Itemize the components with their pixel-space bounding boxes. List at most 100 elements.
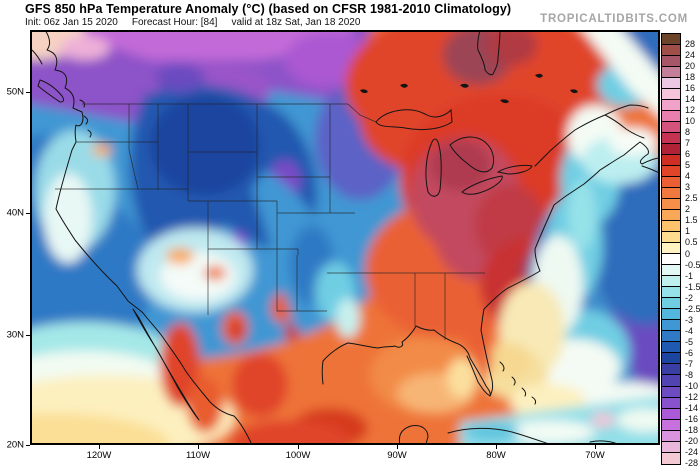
colorbar-segment bbox=[662, 122, 680, 134]
colorbar-tick-label: 18 bbox=[685, 72, 696, 83]
colorbar-segment bbox=[662, 265, 680, 277]
colorbar-tick-label: -1.5 bbox=[685, 281, 700, 292]
colorbar-tick-label: -0.5 bbox=[685, 259, 700, 270]
colorbar-tick-label: -8 bbox=[685, 369, 694, 380]
colorbar-segment bbox=[662, 309, 680, 321]
colorbar-segment bbox=[662, 397, 680, 409]
colorbar-segment bbox=[662, 386, 680, 398]
colorbar-segment bbox=[662, 166, 680, 178]
colorbar-tick-label: 8 bbox=[685, 127, 691, 138]
colorbar-tick-label: -6 bbox=[685, 347, 694, 358]
colorbar-tick-label: -7 bbox=[685, 358, 694, 369]
small-islands bbox=[360, 73, 578, 104]
latitude-tick-label: 50N bbox=[6, 86, 24, 98]
colorbar-tick-label: -28 bbox=[685, 458, 699, 468]
colorbar-tick-label: 3 bbox=[685, 182, 691, 193]
latitude-tick bbox=[26, 92, 30, 93]
colorbar-tick-label: 2.5 bbox=[685, 193, 698, 204]
colorbar-segment bbox=[662, 133, 680, 145]
colorbar-segment bbox=[662, 254, 680, 266]
colorbar-tick-label: 2 bbox=[685, 204, 691, 215]
latitude-tick-label: 40N bbox=[6, 207, 24, 219]
colorbar-segment bbox=[662, 408, 680, 420]
colorbar-tick-label: -2.5 bbox=[685, 303, 700, 314]
colorbar-tick-label: -10 bbox=[685, 380, 699, 391]
colorbar-tick-label: -18 bbox=[685, 424, 699, 435]
colorbar-tick-label: -2 bbox=[685, 292, 694, 303]
colorbar-segment bbox=[662, 155, 680, 167]
longitude-tick bbox=[496, 445, 497, 449]
map-border bbox=[30, 30, 660, 445]
colorbar-segment bbox=[662, 221, 680, 233]
longitude-tick-label: 120W bbox=[86, 450, 112, 461]
colorbar-tick-label: -20 bbox=[685, 435, 699, 446]
latitude-tick-label: 30N bbox=[6, 329, 24, 341]
colorbar-segment bbox=[662, 100, 680, 112]
colorbar-segment bbox=[662, 287, 680, 299]
colorbar-tick-label: -12 bbox=[685, 391, 699, 402]
colorbar-tick-label: 0.5 bbox=[685, 237, 698, 248]
colorbar-tick-label: 1.5 bbox=[685, 215, 698, 226]
colorbar-segment bbox=[662, 144, 680, 156]
state-borders bbox=[55, 103, 485, 340]
longitude-tick-label: 100W bbox=[285, 450, 311, 461]
colorbar-tick-label: -3 bbox=[685, 314, 694, 325]
colorbar-tick-label: -1 bbox=[685, 270, 694, 281]
colorbar-segment bbox=[662, 353, 680, 365]
colorbar-segment bbox=[662, 232, 680, 244]
colorbar-labels: 28 24 20 18 16 14 12 10 8 7 6 5 4 3 2.5 2 1.5 1 0.5 0 -0.5 -1… bbox=[685, 33, 700, 468]
colorbar-tick-label: 6 bbox=[685, 149, 691, 160]
colorbar-tick-label: 1 bbox=[685, 226, 691, 237]
forecast-hour: Forecast Hour: [84] bbox=[131, 17, 218, 28]
colorbar-tick-label: 5 bbox=[685, 160, 691, 171]
colorbar-tick-label: 0 bbox=[685, 248, 691, 259]
colorbar-tick-label: 7 bbox=[685, 138, 691, 149]
colorbar-segment bbox=[662, 188, 680, 200]
colorbar-segment bbox=[662, 430, 680, 442]
longitude-tick-label: 80W bbox=[486, 450, 506, 461]
latitude-tick bbox=[26, 213, 30, 214]
colorbar bbox=[661, 33, 681, 465]
colorbar-segment bbox=[662, 243, 680, 255]
colorbar-segment bbox=[662, 342, 680, 354]
colorbar-segment bbox=[662, 56, 680, 68]
map-frame bbox=[30, 30, 660, 445]
colorbar-segment bbox=[662, 89, 680, 101]
anomaly-map bbox=[30, 30, 660, 445]
page-title: GFS 850 hPa Temperature Anomaly (°C) (ba… bbox=[25, 2, 512, 16]
colorbar-segment bbox=[662, 452, 680, 464]
longitude-tick bbox=[595, 445, 596, 449]
longitude-tick-label: 70W bbox=[585, 450, 605, 461]
longitude-tick bbox=[99, 445, 100, 449]
latitude-tick bbox=[26, 335, 30, 336]
site-watermark: TROPICALTIDBITS.COM bbox=[540, 13, 688, 25]
colorbar-tick-label: 12 bbox=[685, 105, 696, 116]
colorbar-tick-label: 10 bbox=[685, 116, 696, 127]
colorbar-tick-label: 16 bbox=[685, 83, 696, 94]
colorbar-tick-label: 28 bbox=[685, 39, 696, 50]
run-info: Init: 06z Jan 15 2020 Forecast Hour: [84]… bbox=[25, 17, 374, 28]
colorbar-tick-label: -16 bbox=[685, 413, 699, 424]
colorbar-segment bbox=[662, 419, 680, 431]
colorbar-segment bbox=[662, 111, 680, 123]
colorbar-segment bbox=[662, 364, 680, 376]
colorbar-segment bbox=[662, 298, 680, 310]
colorbar-segment bbox=[662, 320, 680, 332]
colorbar-segment bbox=[662, 34, 680, 46]
colorbar-segment bbox=[662, 375, 680, 387]
colorbar-segment bbox=[662, 45, 680, 57]
colorbar-tick-label: 20 bbox=[685, 61, 696, 72]
colorbar-tick-label: 14 bbox=[685, 94, 696, 105]
colorbar-tick-label: -5 bbox=[685, 336, 694, 347]
colorbar-segment bbox=[662, 276, 680, 288]
colorbar-tick-label: 24 bbox=[685, 50, 696, 61]
colorbar-tick-label: -14 bbox=[685, 402, 699, 413]
longitude-tick-label: 90W bbox=[387, 450, 407, 461]
latitude-tick bbox=[26, 445, 30, 446]
colorbar-tick-label: -4 bbox=[685, 325, 694, 336]
latitude-tick-label: 20N bbox=[6, 439, 24, 451]
colorbar-segment bbox=[662, 199, 680, 211]
colorbar-segment bbox=[662, 177, 680, 189]
colorbar-segment bbox=[662, 210, 680, 222]
